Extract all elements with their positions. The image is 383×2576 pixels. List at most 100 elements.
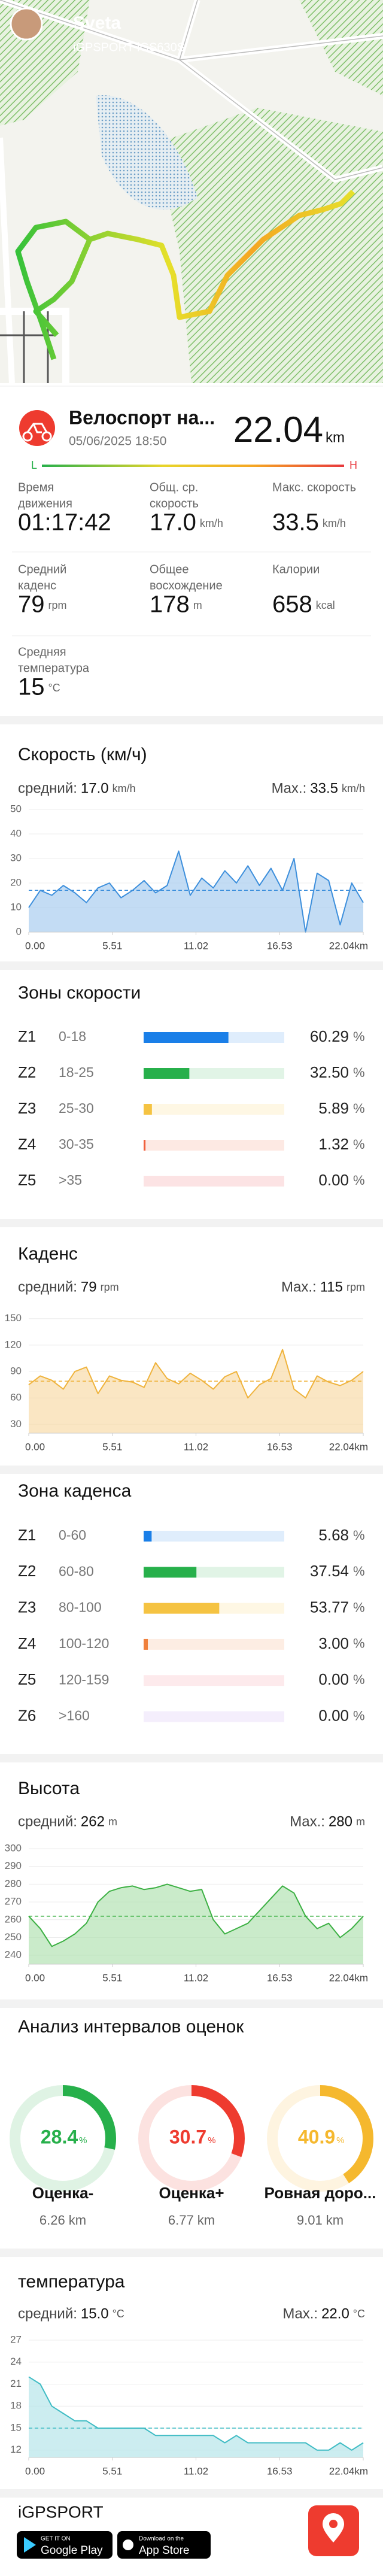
stat-unit: km/h [323, 517, 346, 529]
avg-label: средний: [18, 1279, 77, 1295]
x-tick-label: 16.53 [267, 940, 293, 951]
line [28, 850, 364, 933]
stat-value: 01:17:42 [18, 509, 111, 536]
ring-arc [10, 2085, 116, 2192]
stat-value: 658 [272, 591, 312, 618]
zone-name: Z5 [18, 1171, 36, 1189]
stat-label: Время [18, 481, 54, 494]
stat-value: 79 [18, 591, 45, 618]
zone-range: >160 [59, 1708, 90, 1724]
x-tick-label: 0.00 [25, 2465, 45, 2477]
ring-label: Оценка+ [159, 2184, 224, 2202]
avg-unit: °C [113, 2308, 124, 2320]
zone-range: 25-30 [59, 1100, 94, 1116]
zone-bar [144, 1567, 197, 1578]
ring-unit: % [79, 2135, 87, 2146]
x-tick-label: 5.51 [102, 940, 122, 951]
zone-track [144, 1675, 284, 1686]
ring-arc [138, 2085, 245, 2192]
y-tick-label: 24 [10, 2356, 22, 2367]
zone-unit: % [353, 1065, 365, 1080]
zone-bar [144, 1531, 152, 1542]
stat-value: 33.5 [272, 509, 319, 536]
app-store-badge[interactable]: Download on the App Store [117, 2531, 211, 2559]
zone-track [144, 1711, 284, 1722]
zone-name: Z1 [18, 1526, 36, 1544]
zone-range: 80-100 [59, 1600, 102, 1615]
stat-label: движения [18, 497, 72, 510]
ring-distance: 6.77 km [168, 2213, 215, 2228]
zone-name: Z4 [18, 1634, 36, 1652]
zone-value: 0.00 [318, 1670, 349, 1688]
zone-unit: % [353, 1564, 365, 1579]
avg-value: 17.0 [81, 780, 109, 796]
zone-unit: % [353, 1173, 365, 1188]
zone-unit: % [353, 1672, 365, 1687]
y-tick-label: 120 [5, 1339, 22, 1350]
zone-name: Z5 [18, 1670, 36, 1688]
zone-name: Z4 [18, 1135, 36, 1153]
activity-date: 05/06/2025 18:50 [69, 435, 167, 448]
section-title: Анализ интервалов оценок [18, 2017, 244, 2037]
zone-value: 0.00 [318, 1706, 349, 1724]
avg-value: 262 [81, 1813, 105, 1829]
ring-distance: 9.01 km [297, 2213, 344, 2228]
y-tick-label: 12 [10, 2444, 22, 2455]
ring-value: 28.4 [41, 2126, 78, 2147]
y-tick-label: 27 [10, 2334, 22, 2345]
section-title: Скорость (км/ч) [18, 745, 147, 764]
zone-unit: % [353, 1029, 365, 1044]
zone-unit: % [353, 1600, 365, 1615]
section-title: температура [18, 2272, 125, 2292]
distance-unit: km [326, 429, 345, 445]
stat-unit: km/h [200, 517, 223, 529]
device-name: iGPSPORT iGS630S [73, 41, 185, 54]
avg-label: средний: [18, 780, 77, 796]
y-tick-label: 18 [10, 2400, 22, 2411]
zone-unit: % [353, 1101, 365, 1116]
zone-value: 5.68 [318, 1526, 349, 1544]
zone-range: 30-35 [59, 1136, 94, 1152]
area [29, 851, 363, 932]
map [0, 0, 383, 384]
zone-name: Z3 [18, 1099, 36, 1117]
x-tick-label: 11.02 [184, 1972, 208, 1983]
zone-range: 0-60 [59, 1527, 86, 1543]
section-title: Высота [18, 1779, 80, 1798]
max-label: Max.: [281, 1279, 317, 1295]
max-label: Max.: [272, 780, 307, 796]
stat-label: Средний [18, 563, 66, 576]
area [29, 1349, 363, 1433]
max-label: Max.: [290, 1813, 325, 1829]
zone-value: 3.00 [318, 1634, 349, 1652]
y-tick-label: 20 [10, 876, 22, 888]
line [28, 1349, 364, 1399]
max-value: 33.5 [310, 780, 338, 796]
stat-label: Общее [150, 563, 189, 576]
avg-value: 79 [81, 1279, 97, 1295]
avg-unit: m [108, 1816, 117, 1828]
zone-name: Z3 [18, 1598, 36, 1616]
x-tick-label: 5.51 [102, 2465, 122, 2477]
max-unit: °C [353, 2308, 365, 2320]
zone-range: 120-159 [59, 1671, 109, 1687]
google-play-badge[interactable]: GET IT ON Google Play [17, 2531, 113, 2559]
stat-label: температура [18, 662, 90, 675]
zone-track [144, 1140, 284, 1151]
y-tick-label: 21 [10, 2378, 22, 2389]
app-icon[interactable] [308, 2505, 359, 2556]
x-tick-label: 0.00 [25, 940, 45, 951]
activity-icon [19, 410, 55, 446]
stat-unit: rpm [48, 599, 67, 611]
y-tick-label: 10 [10, 901, 22, 912]
x-tick-label: 22.04km [329, 940, 368, 951]
zone-value: 60.29 [310, 1027, 349, 1045]
zone-unit: % [353, 1636, 365, 1651]
zone-value: 32.50 [310, 1063, 349, 1081]
x-tick-label: 16.53 [267, 1972, 293, 1983]
badge-text: Google Play [41, 2544, 103, 2557]
avg-label: средний: [18, 2305, 77, 2322]
zone-value: 5.89 [318, 1099, 349, 1117]
y-tick-label: 240 [5, 1949, 22, 1961]
line [28, 1883, 364, 1947]
